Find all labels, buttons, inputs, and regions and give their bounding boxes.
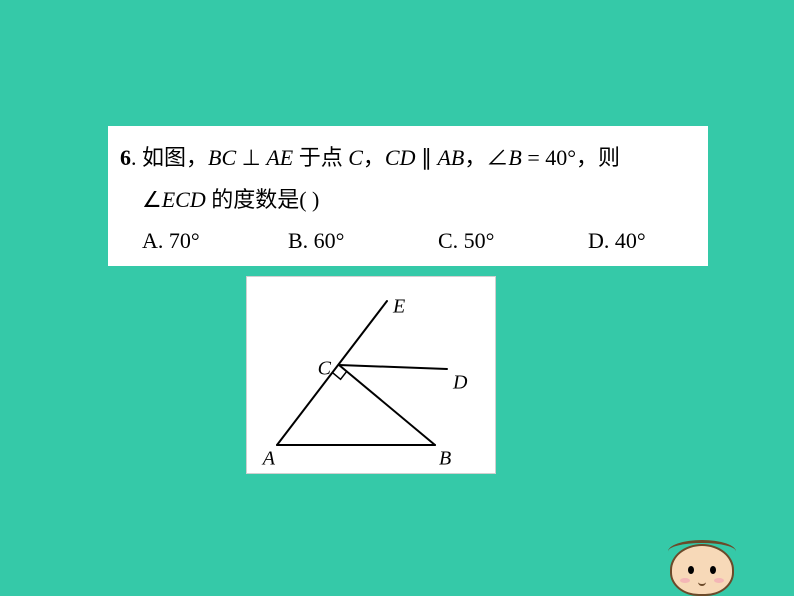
cartoon-blush-left <box>680 578 690 583</box>
cartoon-character <box>670 544 734 596</box>
question-line-1: 6. 如图，BC ⊥ AE 于点 C，CD ∥ AB，∠B = 40°，则 <box>120 140 620 172</box>
option-d: D. 40° <box>588 228 646 254</box>
cartoon-eye-right <box>710 566 716 574</box>
svg-text:B: B <box>439 448 451 470</box>
cartoon-eye-left <box>688 566 694 574</box>
cartoon-face <box>670 544 734 596</box>
svg-text:E: E <box>392 296 405 318</box>
cartoon-hair <box>668 540 736 563</box>
svg-text:A: A <box>261 448 276 470</box>
cartoon-blush-right <box>714 578 724 583</box>
option-c: C. 50° <box>438 228 494 254</box>
svg-text:D: D <box>452 372 468 394</box>
geometry-figure: A B C D E <box>247 277 495 473</box>
option-a: A. 70° <box>142 228 200 254</box>
question-box: 6. 如图，BC ⊥ AE 于点 C，CD ∥ AB，∠B = 40°，则 ∠E… <box>108 126 708 266</box>
option-b: B. 60° <box>288 228 344 254</box>
slide-page: 6. 如图，BC ⊥ AE 于点 C，CD ∥ AB，∠B = 40°，则 ∠E… <box>0 0 794 596</box>
question-line-2: ∠ECD 的度数是( ) <box>142 182 319 214</box>
cartoon-mouth <box>698 578 706 586</box>
svg-text:C: C <box>318 358 332 380</box>
question-number: 6 <box>120 145 131 170</box>
figure-box: A B C D E <box>246 276 496 474</box>
